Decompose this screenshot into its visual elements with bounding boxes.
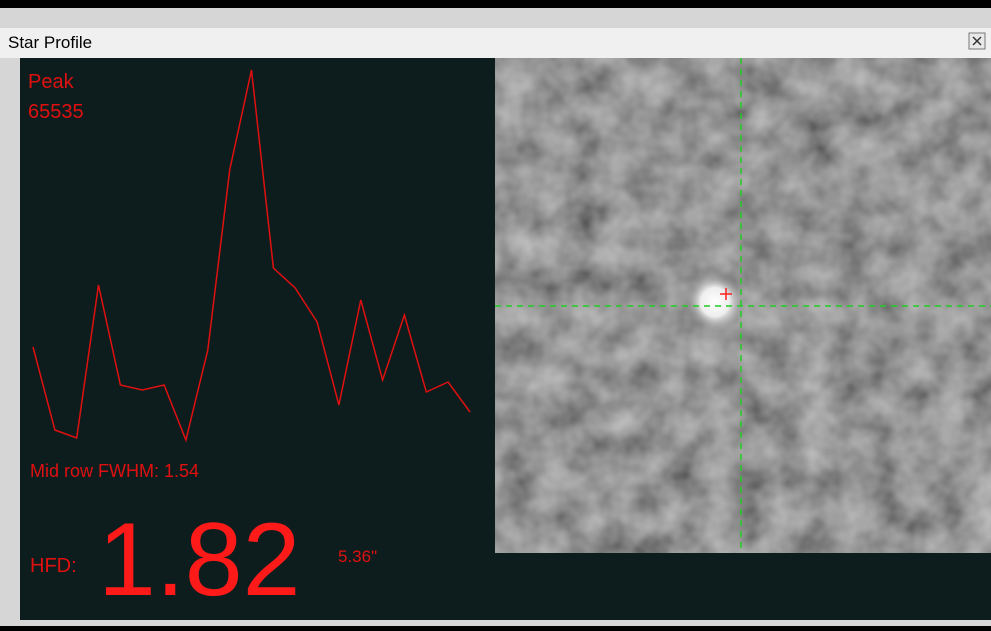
title-bar (0, 28, 991, 58)
hfd-arcsec: 5.36" (338, 547, 377, 566)
star-profile-window: Star Profile Peak 65535 Mid row FWHM: 1.… (0, 0, 991, 626)
star (683, 270, 747, 334)
fwhm-value: 1.54 (164, 461, 199, 481)
window-title: Star Profile (8, 33, 92, 52)
hfd-value: 1.82 (98, 502, 300, 618)
hfd-label: HFD: (30, 555, 77, 577)
peak-label: Peak (28, 71, 75, 93)
fwhm-label: Mid row FWHM: (30, 461, 159, 481)
peak-value: 65535 (28, 101, 84, 123)
page: Star Profile Peak 65535 Mid row FWHM: 1.… (0, 0, 991, 626)
fwhm: Mid row FWHM: 1.54 (30, 461, 199, 481)
